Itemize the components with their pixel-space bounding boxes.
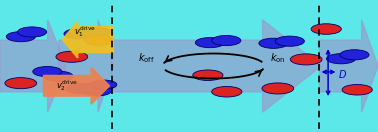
Circle shape <box>85 35 113 45</box>
Circle shape <box>259 38 288 48</box>
Text: $v_2^{\mathrm{drive}}$: $v_2^{\mathrm{drive}}$ <box>56 78 78 93</box>
Circle shape <box>212 36 241 46</box>
Circle shape <box>33 67 62 77</box>
Circle shape <box>90 80 117 89</box>
Polygon shape <box>319 20 378 112</box>
Circle shape <box>5 78 37 89</box>
Circle shape <box>66 84 95 94</box>
Circle shape <box>275 36 304 46</box>
Circle shape <box>212 86 242 97</box>
Circle shape <box>82 86 112 96</box>
Circle shape <box>340 50 369 60</box>
Polygon shape <box>62 21 113 58</box>
Circle shape <box>327 54 356 64</box>
Text: $k_{\mathrm{off}}$: $k_{\mathrm{off}}$ <box>138 51 155 65</box>
Text: $k_{\mathrm{on}}$: $k_{\mathrm{on}}$ <box>270 51 286 65</box>
Circle shape <box>6 32 36 42</box>
Circle shape <box>262 83 294 94</box>
Circle shape <box>56 51 88 62</box>
Circle shape <box>17 27 46 37</box>
Circle shape <box>195 37 225 48</box>
Circle shape <box>193 70 223 81</box>
Circle shape <box>342 84 372 95</box>
Polygon shape <box>43 67 110 104</box>
Circle shape <box>44 71 73 81</box>
Circle shape <box>290 54 322 65</box>
Polygon shape <box>0 20 66 112</box>
Circle shape <box>81 27 110 37</box>
Text: $v_1^{\mathrm{drive}}$: $v_1^{\mathrm{drive}}$ <box>74 24 96 39</box>
Polygon shape <box>59 20 113 112</box>
Circle shape <box>78 84 105 93</box>
Polygon shape <box>112 20 321 112</box>
Circle shape <box>311 24 341 34</box>
Text: $D$: $D$ <box>338 68 347 80</box>
Circle shape <box>64 29 93 39</box>
